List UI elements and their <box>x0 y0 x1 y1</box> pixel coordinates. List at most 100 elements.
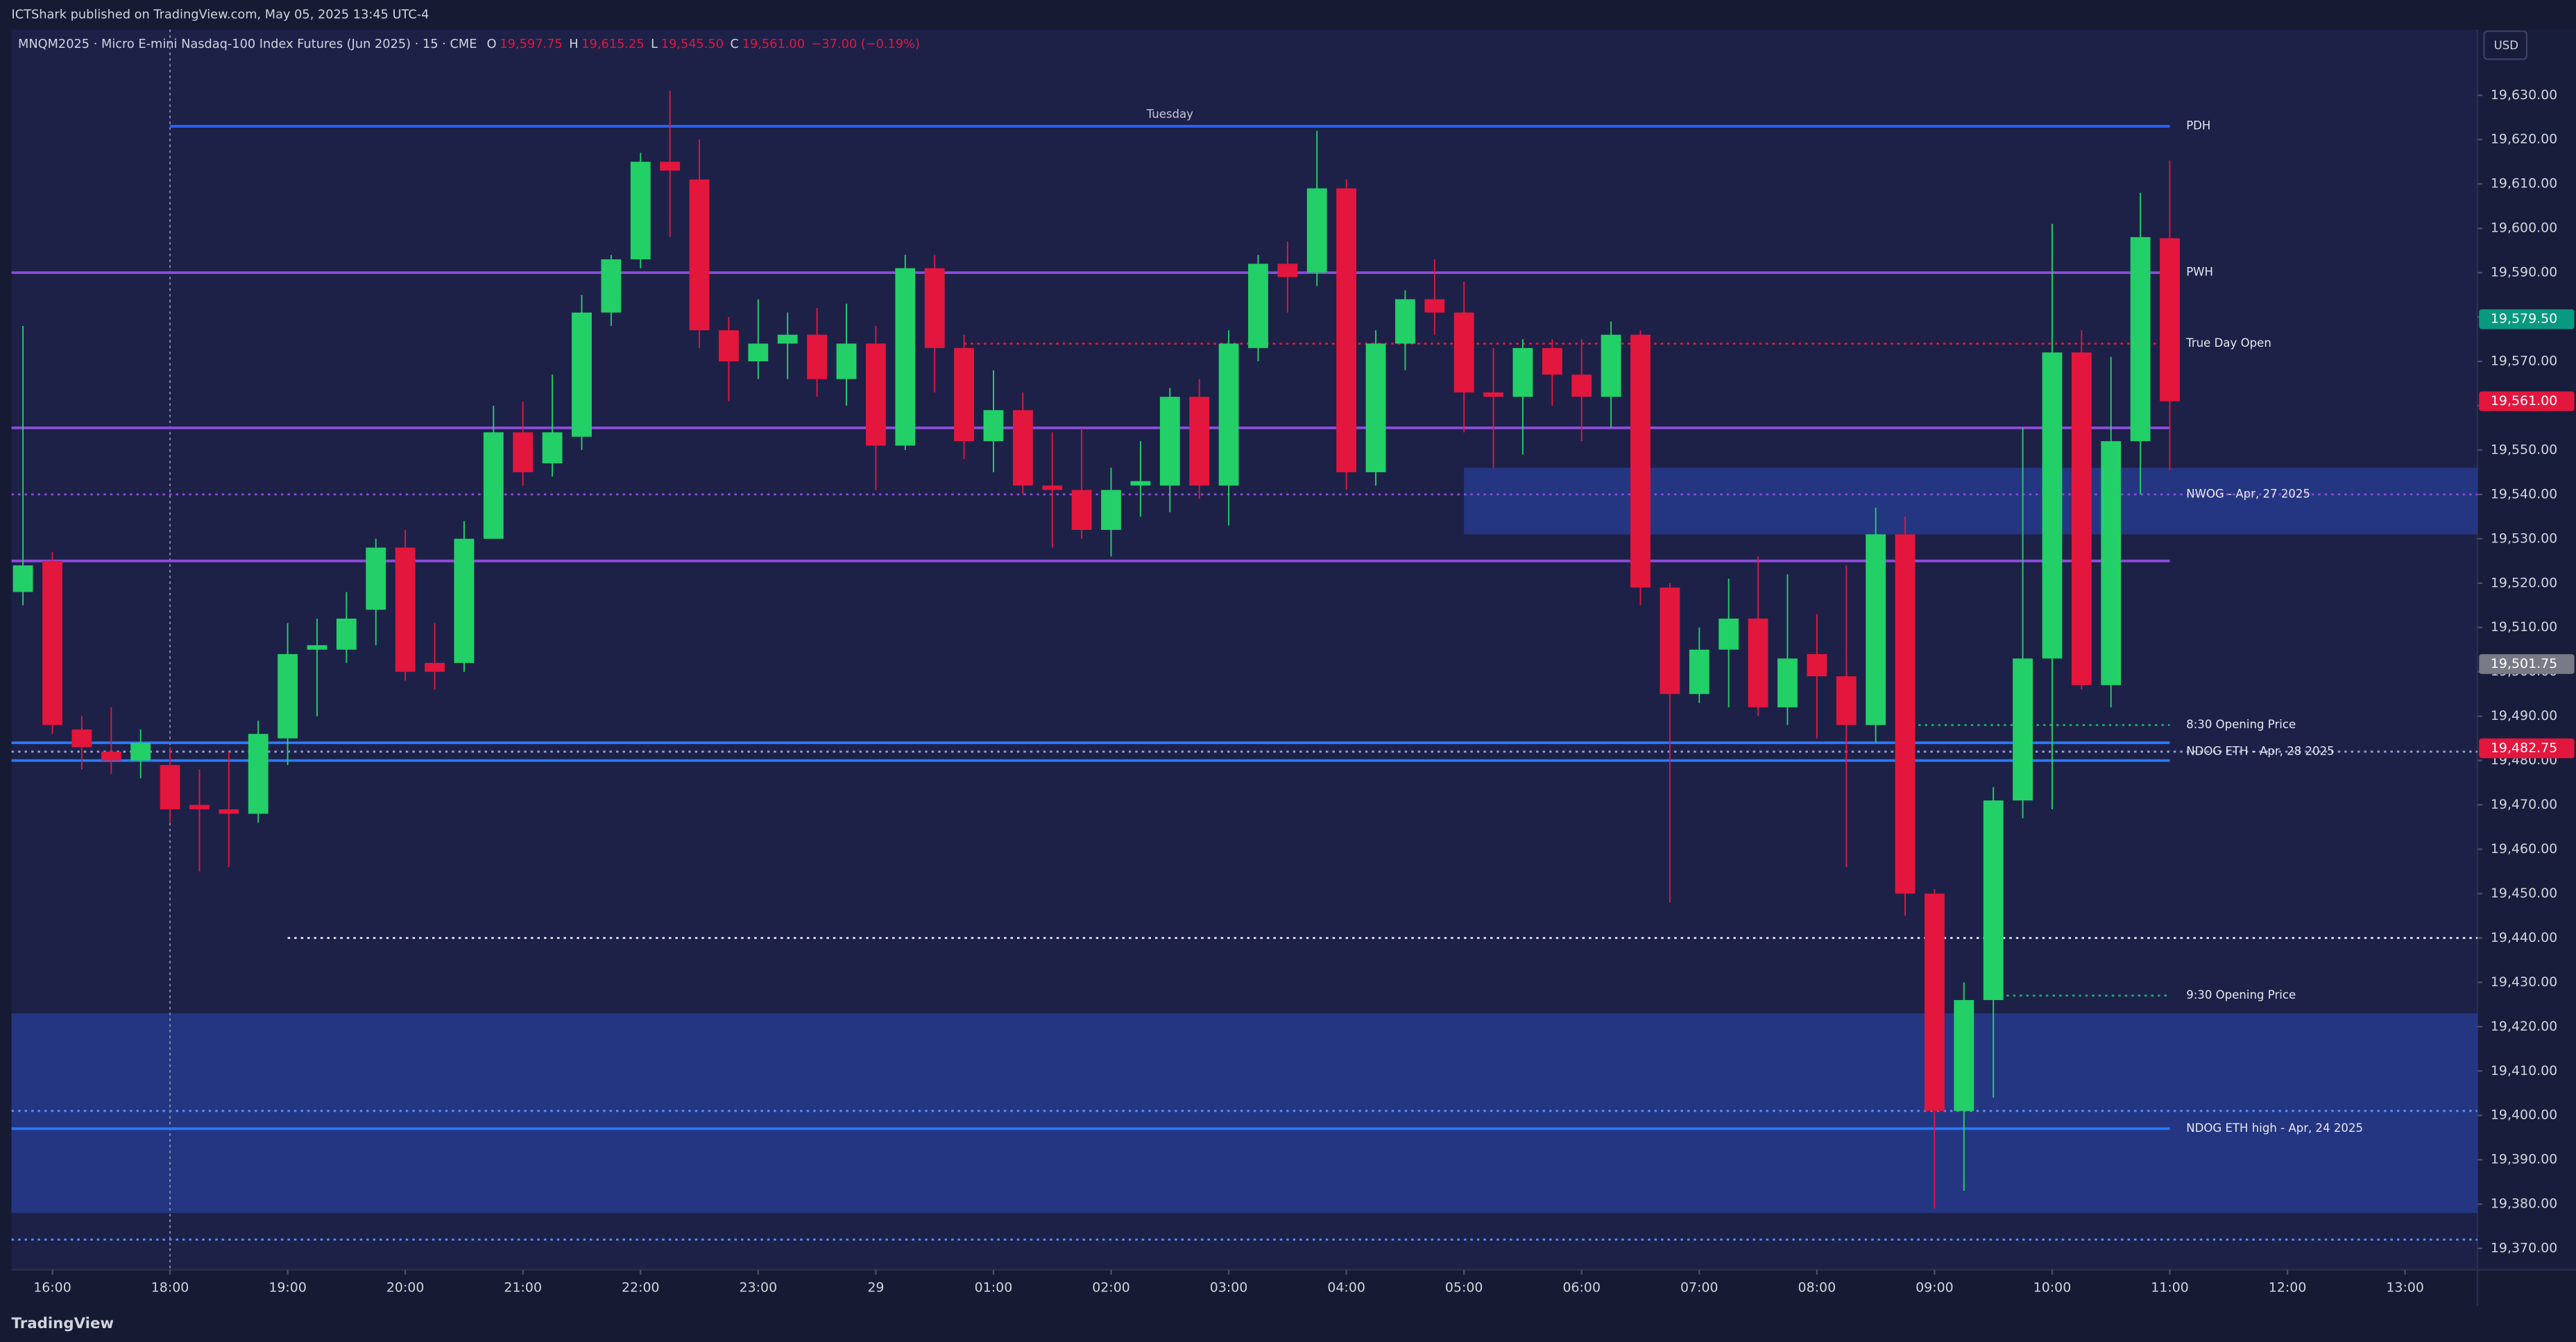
candle-body <box>1306 188 1327 273</box>
footer-logo: TradingView <box>12 1315 114 1332</box>
x-tick-label: 12:00 <box>2269 1280 2307 1295</box>
candle-body <box>1483 392 1503 397</box>
candle-body <box>542 432 563 464</box>
candle-body <box>2130 236 2151 442</box>
candle-body <box>1159 397 1180 486</box>
ohlc-key: O <box>487 37 497 51</box>
candle-body <box>1748 618 1768 707</box>
candle-body <box>1836 676 1857 725</box>
candle-body <box>865 343 886 446</box>
ohlc-key: H <box>569 37 578 51</box>
candle-body <box>42 560 62 725</box>
candle-body <box>483 432 504 539</box>
zone <box>1464 467 2477 535</box>
price-tag <box>2479 391 2575 411</box>
candle-body <box>425 662 445 672</box>
x-tick-label: 06:00 <box>1562 1280 1601 1295</box>
y-tick-label: 19,610.00 <box>2491 176 2557 191</box>
candle-body <box>2160 238 2180 402</box>
y-tick-label: 19,370.00 <box>2491 1241 2557 1256</box>
y-tick-label: 19,510.00 <box>2491 619 2557 635</box>
x-tick-label: 09:00 <box>1916 1280 1954 1295</box>
candle-body <box>1512 347 1533 397</box>
level-caption: Tuesday <box>1146 107 1194 121</box>
level-label: True Day Open <box>2185 336 2271 350</box>
candle-body <box>2042 352 2063 659</box>
x-tick-label: 11:00 <box>2151 1280 2189 1295</box>
candle-body <box>1542 347 1562 375</box>
candle-body <box>1130 481 1151 486</box>
candle-body <box>1866 534 1886 725</box>
candle-body <box>101 751 121 761</box>
candle-body <box>1189 397 1210 486</box>
candle-body <box>278 654 298 739</box>
ohlc-value: 19,561.00 <box>742 37 805 51</box>
x-tick-label: 29 <box>867 1280 884 1295</box>
candle-body <box>2071 352 2092 685</box>
x-tick-label: 22:00 <box>622 1280 660 1295</box>
candle-body <box>336 618 357 650</box>
candle-body <box>630 162 651 259</box>
candle-body <box>189 805 210 809</box>
y-tick-label: 19,420.00 <box>2491 1019 2557 1034</box>
candle-body <box>1453 312 1474 393</box>
x-tick-label: 13:00 <box>2386 1280 2424 1295</box>
x-tick-label: 21:00 <box>504 1280 542 1295</box>
y-tick-label: 19,590.00 <box>2491 265 2557 280</box>
candle-body <box>1071 490 1092 531</box>
candle-body <box>689 179 710 331</box>
x-tick-label: 02:00 <box>1092 1280 1130 1295</box>
y-tick-label: 19,440.00 <box>2491 930 2557 945</box>
y-tick-label: 19,520.00 <box>2491 575 2557 590</box>
x-tick-label: 20:00 <box>386 1280 425 1295</box>
publisher: ICTShark published on TradingView.com, M… <box>12 8 429 21</box>
y-tick-label: 19,570.00 <box>2491 354 2557 369</box>
price-tag-label: 19,561.00 <box>2491 393 2557 408</box>
candle-body <box>1601 334 1621 397</box>
x-tick-label: 19:00 <box>268 1280 307 1295</box>
candle-body <box>160 764 180 809</box>
candle-body <box>71 729 92 748</box>
y-tick-label: 19,410.00 <box>2491 1063 2557 1078</box>
y-tick-label: 19,470.00 <box>2491 797 2557 812</box>
candle-body <box>954 347 974 442</box>
ohlc-key: C <box>731 37 739 51</box>
candle-body <box>601 259 622 313</box>
x-tick-label: 16:00 <box>33 1280 71 1295</box>
candle-body <box>1394 299 1415 344</box>
candle-body <box>1689 649 1709 694</box>
symbol: MNQM2025 · Micro E-mini Nasdaq-100 Index… <box>18 37 477 51</box>
change: −37.00 (−0.19%) <box>811 37 919 51</box>
level-label: NDOG ETH high - Apr, 24 2025 <box>2186 1121 2363 1135</box>
candle-body <box>1365 343 1386 472</box>
ohlc-value: 19,545.50 <box>661 37 724 51</box>
candle-body <box>836 343 857 379</box>
ohlc-key: L <box>651 37 658 51</box>
candle-body <box>1248 264 1268 348</box>
x-tick-label: 10:00 <box>2033 1280 2072 1295</box>
level-label: PDH <box>2186 119 2210 132</box>
price-tag-label: 19,501.75 <box>2491 656 2557 671</box>
candle-body <box>1807 654 1827 677</box>
candle-body <box>1218 343 1239 486</box>
candle-body <box>1042 485 1063 490</box>
price-tag-label: 19,482.75 <box>2491 741 2557 756</box>
candle-body <box>807 334 828 379</box>
ohlc-value: 19,597.75 <box>500 37 562 51</box>
x-tick-label: 18:00 <box>151 1280 189 1295</box>
candle-body <box>219 809 239 814</box>
candle-body <box>1630 334 1650 588</box>
candle-body <box>513 432 534 472</box>
ohlc-value: 19,615.25 <box>581 37 644 51</box>
x-tick-label: 03:00 <box>1210 1280 1248 1295</box>
level-label: 9:30 Opening Price <box>2186 988 2296 1001</box>
x-tick-label: 08:00 <box>1798 1280 1836 1295</box>
price-tag <box>2479 654 2575 674</box>
price-tag <box>2479 309 2575 329</box>
y-tick-label: 19,430.00 <box>2491 974 2557 990</box>
y-tick-label: 19,400.00 <box>2491 1108 2557 1123</box>
legend: MNQM2025 · Micro E-mini Nasdaq-100 Index… <box>18 37 920 51</box>
x-tick-label: 01:00 <box>975 1280 1013 1295</box>
candle-body <box>1277 264 1298 277</box>
